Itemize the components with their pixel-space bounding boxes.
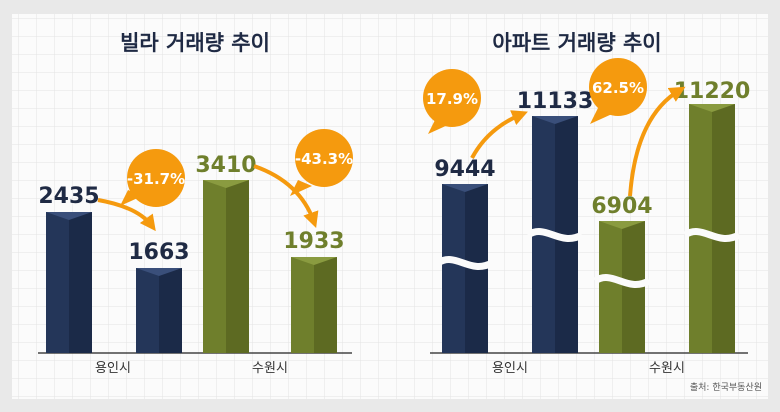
value-label-apt-suwon-after: 11220 [674, 79, 751, 104]
bar-villa-suwon-before [203, 180, 249, 353]
chart-1-category-yongin: 용인시 [95, 361, 131, 376]
change-arrow-villa-yongin [97, 198, 156, 232]
chart-2-category-suwon: 수원시 [649, 361, 685, 376]
chart-2-category-yongin: 용인시 [492, 361, 528, 376]
bar-villa-suwon-after [291, 257, 337, 353]
value-label-villa-yongin-after: 1663 [128, 240, 189, 265]
value-label-villa-yongin-before: 2435 [38, 184, 99, 209]
change-label-apt-suwon: 62.5% [592, 79, 644, 97]
change-arrow-apt-suwon [628, 86, 686, 197]
change-label-villa-yongin: -31.7% [127, 170, 185, 188]
change-bubble-apt-yongin: 17.9% [423, 69, 481, 134]
chart-1-category-suwon: 수원시 [252, 361, 288, 376]
change-bubble-villa-yongin: -31.7% [120, 149, 185, 207]
bar-villa-yongin-before [46, 212, 92, 353]
change-label-villa-suwon: -43.3% [295, 150, 353, 168]
bar-villa-yongin-after [136, 268, 182, 353]
value-label-villa-suwon-after: 1933 [283, 229, 344, 254]
change-arrow-apt-yongin [470, 110, 528, 159]
change-label-apt-yongin: 17.9% [426, 90, 478, 108]
bar-apt-yongin-after [526, 116, 584, 353]
bar-apt-suwon-after [683, 104, 741, 353]
bar-apt-yongin-before [436, 184, 494, 353]
change-bubble-apt-suwon: 62.5% [589, 58, 647, 124]
value-label-villa-suwon-before: 3410 [195, 153, 256, 178]
bar-apt-suwon-before [593, 221, 651, 353]
change-arrow-villa-suwon [253, 164, 319, 229]
value-label-apt-yongin-after: 11133 [517, 89, 594, 114]
change-bubble-villa-suwon: -43.3% [290, 129, 353, 196]
value-label-apt-yongin-before: 9444 [434, 157, 495, 182]
value-label-apt-suwon-before: 6904 [591, 194, 652, 219]
chart-1-title: 빌라 거래량 추이 [120, 31, 270, 55]
chart-2-title: 아파트 거래량 추이 [492, 31, 661, 55]
source-note: 출처: 한국부동산원 [690, 381, 762, 393]
